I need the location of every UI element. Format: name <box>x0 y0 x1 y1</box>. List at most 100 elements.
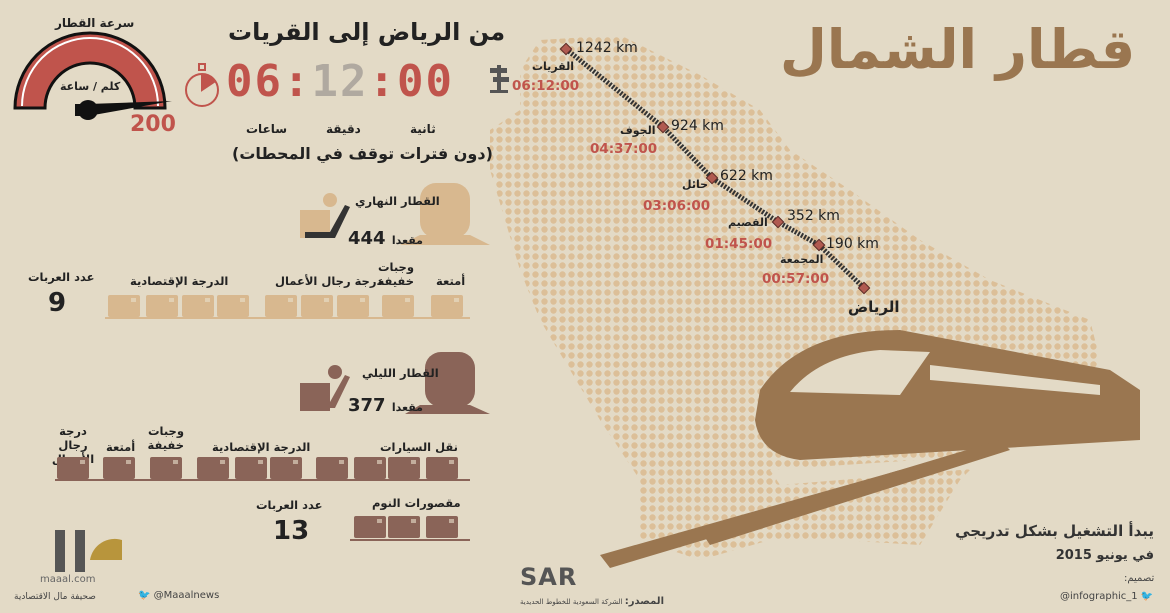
speed-value: 200 <box>130 112 176 137</box>
train-car <box>426 457 458 479</box>
launch-line1: يبدأ التشغيل بشكل تدريجي <box>955 522 1154 540</box>
day-train-seats: مقعدا 444 <box>348 228 423 249</box>
day-section-luggage: أمتعة <box>436 274 466 288</box>
train-car <box>108 295 140 317</box>
station-name: الجوف <box>620 124 656 137</box>
train-car <box>354 457 386 479</box>
train-car <box>265 295 297 317</box>
twitter-icon: 🐦 <box>138 590 151 601</box>
night-train-seats: مقعدا 377 <box>348 395 423 416</box>
maaal-handle[interactable]: 🐦 @Maaalnews <box>138 590 219 601</box>
sar-logo: SAR <box>520 563 578 591</box>
source-org-text: الشركة السعودية للخطوط الحديدية <box>520 598 623 606</box>
day-section-meals: وجبات خفيفة <box>377 260 414 288</box>
day-section-economy: الدرجة الإقتصادية <box>130 274 229 288</box>
train-car <box>197 457 229 479</box>
unit-hours: ساعات <box>246 122 288 136</box>
station-time: 00:57:00 <box>762 271 830 287</box>
night-section-cars: نقل السيارات <box>380 440 458 454</box>
night-section-economy: الدرجة الإقتصادية <box>212 440 311 454</box>
train-car <box>382 295 414 317</box>
train-car <box>431 295 463 317</box>
station-km: 1242 km <box>576 40 638 56</box>
train-car <box>337 295 369 317</box>
maaal-handle-text: @Maaalnews <box>153 590 220 601</box>
station-km: 924 km <box>671 118 724 134</box>
twitter-icon: 🐦 <box>1140 591 1154 602</box>
day-seat-icon <box>300 193 350 238</box>
station-marker <box>705 171 719 185</box>
night-train-name: القطار الليلي <box>362 366 439 380</box>
train-car <box>388 457 420 479</box>
station-marker <box>656 120 670 134</box>
station-name: الرياض <box>848 298 900 316</box>
train-car <box>426 516 458 538</box>
station-name: القريات <box>532 60 574 73</box>
train-illustration <box>600 330 1140 568</box>
speedometer-gauge <box>13 31 172 120</box>
design-label: تصميم: <box>1124 573 1155 584</box>
train-car <box>316 457 348 479</box>
station-name: القصيم <box>728 216 768 229</box>
day-train-icon <box>400 183 490 245</box>
design-handle[interactable]: @infographic_1 🐦 <box>1060 591 1153 602</box>
unit-seconds: ثانية <box>410 122 436 136</box>
train-car <box>388 516 420 538</box>
night-cars-label: عدد العربات <box>256 498 323 512</box>
unit-minutes: دقيقة <box>326 122 361 136</box>
seats-label: مقعدا <box>391 401 423 414</box>
night-section-luggage: أمتعة <box>106 440 136 454</box>
train-car <box>57 457 89 479</box>
seats-value: 377 <box>348 395 386 416</box>
clock-seconds: 00 <box>396 56 454 107</box>
station-time: 06:12:00 <box>512 78 580 94</box>
day-cars-count: 9 <box>48 288 67 318</box>
night-section-meals: وجبات خفيفة <box>147 424 184 452</box>
night-train-icon <box>405 352 490 414</box>
launch-line2: في يونيو 2015 <box>1055 548 1154 563</box>
day-train-name: القطار النهاري <box>355 194 440 208</box>
needle <box>75 101 172 116</box>
speed-unit: كلم / ساعة <box>60 80 121 93</box>
train-car <box>301 295 333 317</box>
duration-clock: 06:12:00 <box>226 56 454 107</box>
source-label: المصدر: <box>624 596 664 607</box>
seats-label: مقعدا <box>391 234 423 247</box>
maaal-name: صحيفة مال الاقتصادية <box>14 592 96 602</box>
station-km: 190 km <box>826 236 879 252</box>
station-marker <box>771 215 785 229</box>
design-handle-text: @infographic_1 <box>1060 591 1138 602</box>
speed-label: سرعة القطار <box>55 16 135 30</box>
station-km: 622 km <box>720 168 773 184</box>
signpost-icon <box>490 65 509 93</box>
train-car <box>235 457 267 479</box>
station-time: 04:37:00 <box>590 141 658 157</box>
train-car <box>150 457 182 479</box>
stopwatch-icon <box>185 63 219 107</box>
route-title: من الرياض إلى القريات <box>228 18 506 46</box>
train-car <box>270 457 302 479</box>
maaal-logo <box>55 530 122 572</box>
route-note: (دون فترات توقف في المحطات) <box>232 144 493 163</box>
maaal-site: maaal.com <box>40 574 96 585</box>
clock-hours: 06 <box>226 56 283 107</box>
seats-value: 444 <box>348 228 386 249</box>
train-car <box>146 295 178 317</box>
station-name: حائل <box>682 178 709 191</box>
day-section-business: درجة رجال الأعمال <box>275 274 383 288</box>
train-car <box>103 457 135 479</box>
source-org: المصدر: الشركة السعودية للخطوط الحديدية <box>520 596 664 608</box>
night-section-sleeping: مقصورات النوم <box>372 496 461 510</box>
clock-minutes: 12 <box>311 56 369 107</box>
station-marker <box>812 238 826 252</box>
station-km: 352 km <box>787 208 840 224</box>
station-time: 01:45:00 <box>705 236 773 252</box>
station-time: 03:06:00 <box>643 198 711 214</box>
station-marker <box>559 42 573 56</box>
station-marker <box>857 281 871 295</box>
station-name: المجمعة <box>780 253 824 266</box>
night-cars-count: 13 <box>273 516 310 546</box>
train-car <box>354 516 386 538</box>
night-seat-icon <box>300 365 350 411</box>
